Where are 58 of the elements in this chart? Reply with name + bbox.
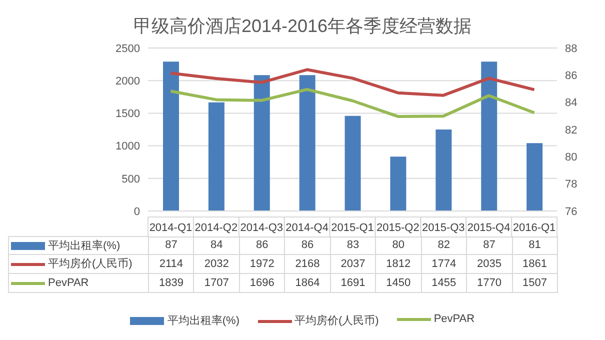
data-label: 1696 <box>238 274 286 293</box>
data-label: 1507 <box>512 274 558 293</box>
y2-tick-label: 82 <box>565 124 578 136</box>
data-label: 1972 <box>238 255 286 274</box>
y2-tick-label: 80 <box>565 152 578 164</box>
y2-tick-label: 78 <box>565 178 578 191</box>
legend-label: 平均出租率(%) <box>8 236 149 255</box>
data-label: 1864 <box>284 274 331 293</box>
data-label: 1450 <box>375 274 422 293</box>
data-label: 2114 <box>148 255 194 274</box>
y-tick-label: 2500 <box>116 42 140 55</box>
text: PevPAR <box>434 313 475 325</box>
x-tick-label: 2015-Q3 <box>422 222 465 234</box>
data-label: 1707 <box>193 274 240 293</box>
y-tick-label: 2000 <box>116 76 140 88</box>
x-tick-label: 2015-Q1 <box>331 222 374 234</box>
line-series <box>169 88 536 118</box>
text: 平均出租率(%) <box>167 315 240 327</box>
y-tick-label: 1500 <box>116 108 140 120</box>
data-label: 87 <box>148 236 194 255</box>
data-label: 1770 <box>466 274 512 293</box>
data-label: 1861 <box>512 255 558 274</box>
legend-label: PevPAR <box>8 274 149 293</box>
data-label: 86 <box>238 236 286 255</box>
y2-tick-label: 86 <box>565 70 578 82</box>
y2-tick-label: 88 <box>565 42 578 55</box>
x-tick-label: 2016-Q1 <box>512 222 556 234</box>
line-series <box>169 68 536 97</box>
data-label: 86 <box>284 236 331 255</box>
data-label: 2035 <box>466 255 512 274</box>
x-tick-label: 2014-Q2 <box>194 222 238 234</box>
data-label: 1839 <box>148 274 194 293</box>
data-label: 1455 <box>420 274 468 293</box>
data-label: 2032 <box>193 255 240 274</box>
y-tick-label: 1000 <box>116 140 140 153</box>
data-label: 83 <box>330 236 376 255</box>
data-label: 2037 <box>330 255 376 274</box>
data-label: 87 <box>466 236 512 255</box>
x-tick-label: 2014-Q4 <box>286 222 328 234</box>
data-label: 81 <box>512 236 558 255</box>
y2-tick-label: 76 <box>565 206 578 218</box>
x-tick-label: 2015-Q2 <box>376 222 420 234</box>
data-label: 80 <box>375 236 422 255</box>
data-label: 1812 <box>375 255 422 274</box>
x-tick-label: 2014-Q3 <box>240 222 284 234</box>
x-tick-label: 2015-Q4 <box>467 222 510 234</box>
x-tick-label: 2014-Q1 <box>149 222 192 234</box>
data-label: 82 <box>420 236 468 255</box>
chart-title: 甲级高价酒店2014-2016年各季度经营数据 <box>132 15 473 38</box>
data-label: 2168 <box>284 255 331 274</box>
y2-tick-label: 84 <box>565 97 578 110</box>
data-label: 1774 <box>420 255 468 274</box>
data-label: 1691 <box>330 274 376 293</box>
legend-label: 平均房价(人民币) <box>8 255 149 274</box>
y-tick-label: 0 <box>134 206 140 218</box>
y-tick-label: 500 <box>122 173 140 186</box>
text: 平均房价(人民币) <box>294 315 379 327</box>
data-label: 84 <box>193 236 240 255</box>
